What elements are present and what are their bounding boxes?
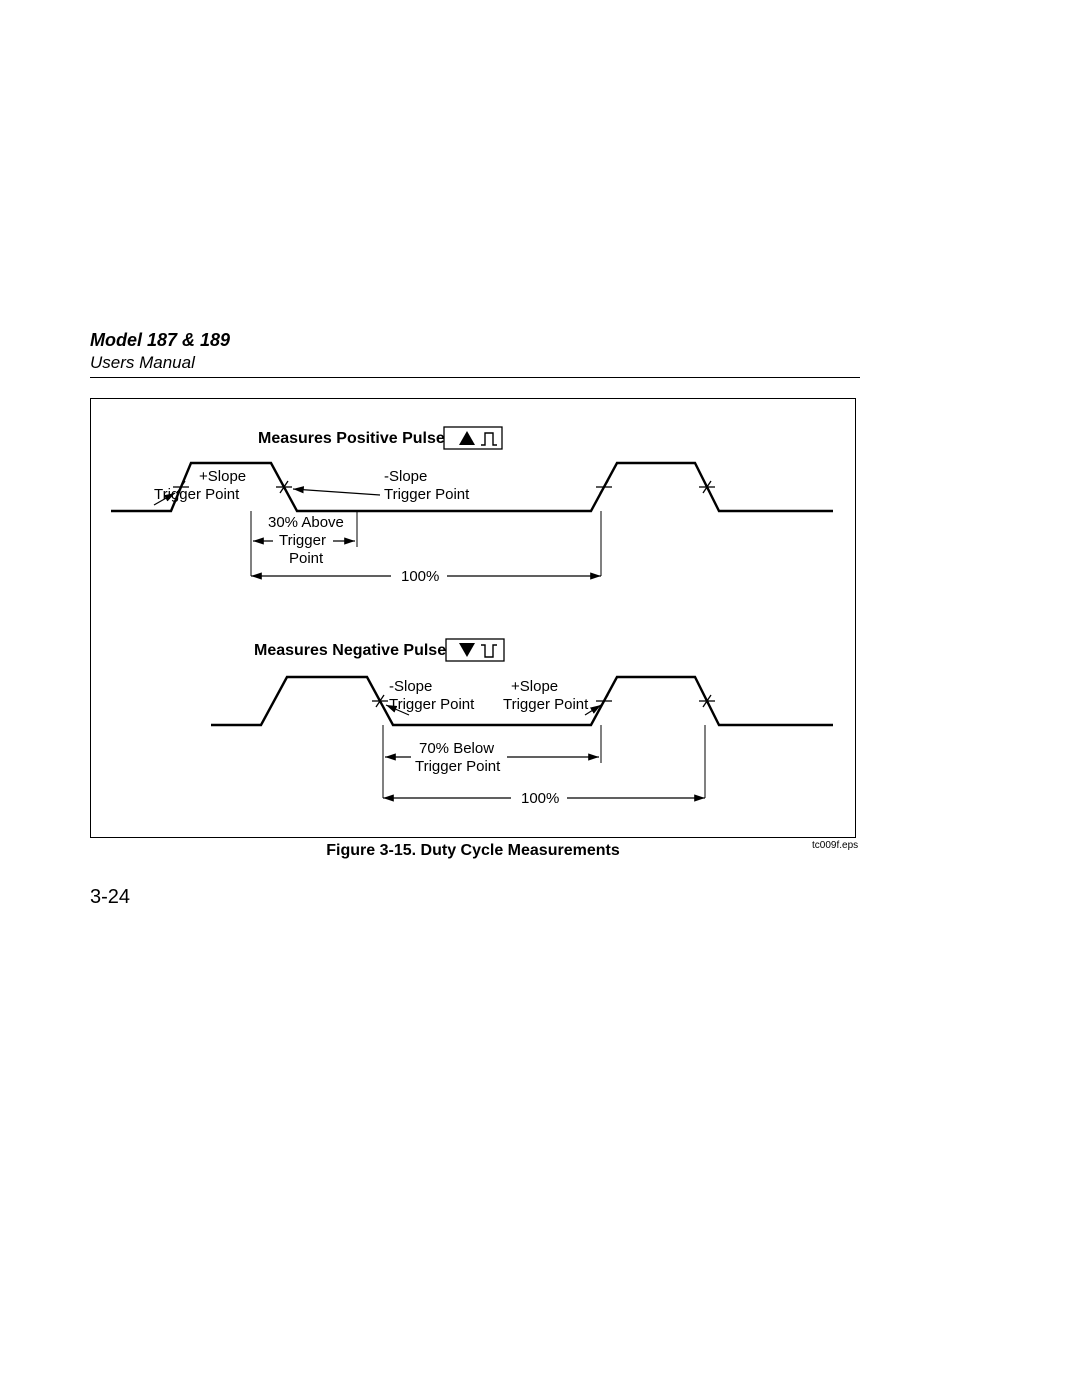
- positive-slope-label-left: +Slope Trigger Point: [154, 468, 246, 505]
- model-line: Model 187 & 189: [90, 330, 860, 351]
- triangle-up-icon: [459, 431, 475, 445]
- page-header: Model 187 & 189 Users Manual: [90, 330, 860, 386]
- thirty-line3: Point: [289, 550, 324, 567]
- hundred-pos-text: 100%: [401, 568, 439, 585]
- negative-pulse-title: Measures Negative Pulse: [254, 642, 446, 659]
- manual-subtitle: Users Manual: [90, 353, 860, 373]
- figure-caption: Figure 3-15. Duty Cycle Measurements: [90, 842, 856, 860]
- positive-indicator-box: [444, 427, 502, 449]
- neg-slope-b-line2: Trigger Point: [389, 696, 475, 713]
- pos-slope-b-line2: Trigger Point: [503, 696, 589, 713]
- negative-slope-label-bottom: -Slope Trigger Point: [386, 678, 475, 715]
- header-rule: [90, 377, 860, 378]
- pos-slope-line1: +Slope: [199, 468, 246, 485]
- pos-slope-line2: Trigger Point: [154, 486, 240, 503]
- thirty-line2: Trigger: [279, 532, 326, 549]
- triangle-down-icon: [459, 643, 475, 657]
- neg-slope-line2: Trigger Point: [384, 486, 470, 503]
- positive-pulse-icon: [481, 433, 497, 445]
- neg-slope-b-line1: -Slope: [389, 678, 432, 695]
- positive-pulse-title: Measures Positive Pulse: [258, 430, 445, 447]
- page-number: 3-24: [90, 886, 130, 909]
- negative-indicator-box: [446, 639, 504, 661]
- negative-pulse-icon: [481, 645, 497, 657]
- neg-slope-line1: -Slope: [384, 468, 427, 485]
- manual-page: Model 187 & 189 Users Manual Measures Po…: [0, 0, 1080, 1397]
- pos-slope-b-line1: +Slope: [511, 678, 558, 695]
- thirty-above-label: 30% Above Trigger Point: [251, 511, 357, 576]
- positive-slope-label-bottom: +Slope Trigger Point: [503, 678, 601, 715]
- hundred-neg-text: 100%: [521, 790, 559, 807]
- thirty-line1: 30% Above: [268, 514, 344, 531]
- duty-cycle-diagram: Measures Positive Pulse: [91, 399, 857, 839]
- seventy-line2: Trigger Point: [415, 758, 501, 775]
- seventy-line1: 70% Below: [419, 740, 494, 757]
- figure-frame: Measures Positive Pulse: [90, 398, 856, 838]
- negative-slope-label-top: -Slope Trigger Point: [293, 468, 470, 503]
- seventy-below-label: 70% Below Trigger Point: [383, 725, 601, 798]
